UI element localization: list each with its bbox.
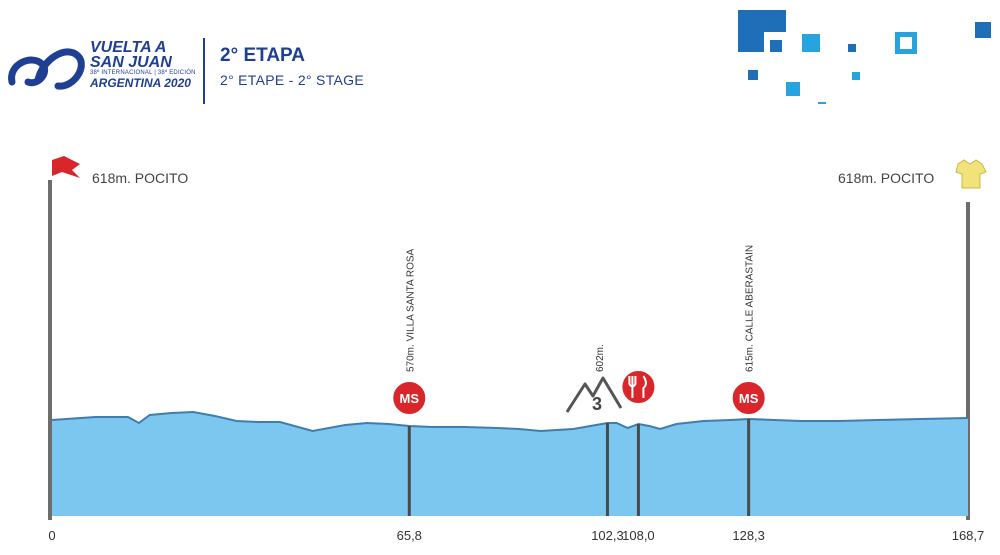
red-flag-icon [52, 156, 80, 178]
elevation-profile-chart: MS 570m. VILLA SANTA ROSA 3 602m. MS 615m. CA… [48, 156, 987, 543]
feed-zone-marker [620, 369, 657, 405]
brand-line4: ARGENTINA 2020 [90, 76, 191, 90]
stage-subtitle: 2° ETAPE - 2° STAGE [220, 72, 364, 88]
climb-marker: 3 602m. [565, 344, 623, 414]
tick-label: 108,0 [622, 528, 655, 543]
climb-category: 3 [592, 394, 602, 414]
tick-label: 65,8 [397, 528, 422, 543]
vuelta-logo [8, 48, 85, 90]
finish-label: 618m. POCITO [838, 170, 935, 186]
sprint-badge [730, 380, 767, 416]
brand-wordmark: VUELTA A SAN JUAN 38º INTERNACIONAL | 38… [90, 39, 196, 90]
sprint-location-label: 570m. VILLA SANTA ROSA [405, 248, 416, 372]
tick-label: 0 [48, 528, 55, 543]
brand-line3: 38º INTERNACIONAL | 38º EDICIÓN [90, 70, 196, 76]
sprint-location-label: 615m. CALLE ABERASTAIN [745, 245, 756, 372]
tick-label: 102,3 [591, 528, 624, 543]
sprint-badge-text: MS [400, 391, 420, 406]
brand-line2: SAN JUAN [90, 54, 172, 71]
stage-title: 2° ETAPA [220, 45, 306, 66]
fork-knife-icon [628, 375, 647, 398]
profile-area [52, 412, 968, 516]
sprint-marker: MS 570m. VILLA SANTA ROSA [391, 248, 428, 416]
sprint-badge-text: MS [739, 391, 759, 406]
start-pole [48, 180, 52, 520]
yellow-jersey-icon [955, 159, 987, 189]
tick-label: 168,7 [952, 528, 985, 543]
sprint-badge [391, 380, 428, 416]
tick-label: 128,3 [732, 528, 765, 543]
mountain-icon [565, 376, 623, 413]
start-label: 618m. POCITO [92, 170, 189, 186]
finish-pole [966, 202, 970, 520]
header-divider [203, 38, 205, 104]
feed-badge [620, 369, 657, 405]
climb-altitude-label: 602m. [595, 344, 606, 372]
brand-line1: VUELTA A [90, 39, 167, 56]
decorative-squares [738, 10, 991, 104]
profile-line [51, 410, 969, 433]
sprint-marker: MS 615m. CALLE ABERASTAIN [730, 245, 767, 416]
